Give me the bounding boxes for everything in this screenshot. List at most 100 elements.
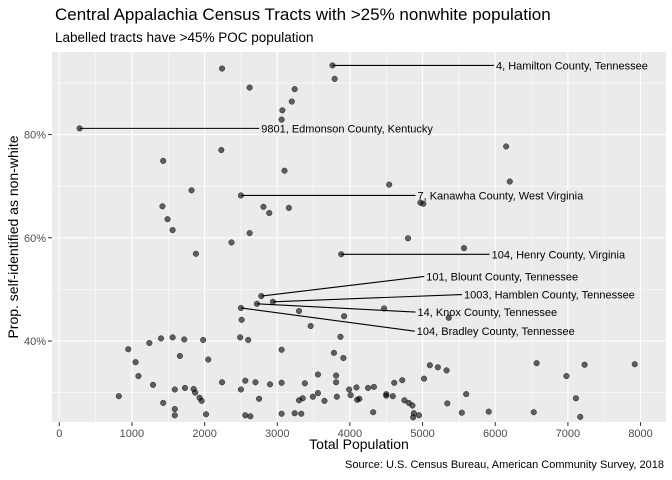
data-point bbox=[563, 373, 570, 380]
data-point bbox=[157, 335, 165, 342]
x-tick-label: 3000 bbox=[265, 428, 289, 440]
data-point bbox=[125, 346, 132, 353]
data-point bbox=[278, 379, 285, 386]
data-point bbox=[301, 380, 308, 387]
annotation-label: 7, Kanawha County, West Virginia bbox=[417, 190, 584, 202]
data-point bbox=[463, 391, 470, 398]
data-point bbox=[337, 333, 344, 340]
data-point bbox=[135, 373, 142, 380]
data-point bbox=[581, 361, 588, 368]
data-point bbox=[353, 384, 360, 391]
data-point bbox=[288, 98, 295, 105]
data-point bbox=[434, 364, 441, 371]
data-point bbox=[132, 359, 139, 366]
data-point bbox=[169, 226, 176, 234]
data-point bbox=[278, 346, 285, 353]
data-point bbox=[285, 204, 292, 211]
data-point bbox=[296, 308, 303, 315]
annotation-label: 101, Blount County, Tennessee bbox=[426, 271, 578, 283]
data-point bbox=[205, 356, 212, 363]
data-point bbox=[192, 250, 199, 257]
data-point bbox=[281, 167, 288, 174]
data-point bbox=[444, 400, 451, 407]
data-point bbox=[278, 410, 285, 417]
data-point bbox=[299, 395, 306, 402]
annotation-leader-line bbox=[240, 307, 415, 332]
data-point bbox=[218, 379, 226, 386]
data-point bbox=[246, 84, 253, 91]
data-point bbox=[365, 384, 372, 391]
data-point bbox=[171, 386, 178, 393]
data-point bbox=[420, 375, 428, 382]
data-point bbox=[159, 203, 166, 210]
data-point bbox=[420, 200, 427, 207]
data-point bbox=[370, 383, 377, 390]
y-tick-label: 60% bbox=[24, 233, 46, 245]
data-point bbox=[181, 336, 188, 343]
data-point bbox=[443, 367, 450, 374]
x-tick-label: 6000 bbox=[483, 428, 507, 440]
chart-subtitle: Labelled tracts have >45% POC population bbox=[55, 30, 314, 45]
data-point bbox=[237, 334, 244, 341]
data-point bbox=[171, 412, 178, 419]
data-point bbox=[346, 386, 353, 393]
data-point bbox=[247, 413, 254, 420]
data-point bbox=[146, 339, 153, 347]
plot-panel bbox=[52, 52, 666, 422]
data-point bbox=[533, 360, 540, 367]
x-tick-label: 1000 bbox=[120, 428, 144, 440]
annotation-leader-line bbox=[272, 293, 463, 303]
data-point bbox=[298, 410, 305, 417]
grid-major bbox=[52, 52, 666, 422]
data-point bbox=[279, 107, 286, 114]
data-point bbox=[354, 396, 361, 403]
data-point bbox=[188, 187, 195, 194]
data-point bbox=[445, 314, 452, 321]
axis-ticks: 0 1000 2000 3000 4000 5000 6000 7000 8000 40% 60% 8… bbox=[24, 130, 653, 440]
data-point bbox=[164, 216, 171, 223]
data-point bbox=[260, 203, 267, 210]
data-point bbox=[291, 86, 298, 93]
data-point bbox=[307, 322, 314, 330]
data-point bbox=[160, 157, 167, 164]
data-point bbox=[192, 389, 199, 396]
data-point bbox=[266, 381, 274, 388]
data-point bbox=[237, 386, 244, 393]
data-point bbox=[572, 395, 579, 402]
data-point bbox=[245, 336, 252, 343]
data-point bbox=[196, 394, 203, 401]
x-axis-title: Total Population bbox=[309, 436, 409, 452]
data-point bbox=[169, 334, 176, 341]
data-point bbox=[458, 409, 465, 416]
data-points bbox=[76, 62, 638, 421]
data-point bbox=[291, 410, 298, 417]
data-point bbox=[160, 399, 167, 406]
data-point bbox=[314, 390, 321, 397]
data-point bbox=[391, 379, 398, 386]
data-point bbox=[238, 316, 245, 323]
data-point bbox=[330, 349, 337, 356]
data-point bbox=[171, 406, 178, 413]
y-tick-label: 80% bbox=[24, 130, 46, 142]
data-point bbox=[506, 178, 513, 185]
x-tick-label: 2000 bbox=[192, 428, 216, 440]
annotation-label: 14, Knox County, Tennessee bbox=[417, 307, 557, 319]
annotation-label: 104, Henry County, Virginia bbox=[492, 249, 626, 261]
data-point bbox=[409, 402, 416, 409]
data-point bbox=[115, 393, 122, 400]
data-point bbox=[333, 379, 340, 386]
annotation-leader-line bbox=[256, 303, 416, 313]
data-point bbox=[631, 361, 638, 368]
data-point bbox=[314, 371, 321, 378]
data-point bbox=[252, 379, 259, 386]
annotation-leader-line bbox=[261, 275, 425, 297]
data-point bbox=[383, 392, 390, 399]
data-point bbox=[370, 409, 377, 416]
grid-minor bbox=[52, 52, 666, 422]
data-point bbox=[347, 392, 354, 399]
data-point bbox=[389, 393, 396, 400]
y-tick-label: 40% bbox=[24, 336, 46, 348]
data-point bbox=[577, 413, 584, 420]
data-point bbox=[503, 143, 510, 150]
annotation-label: 4, Hamilton County, Tennessee bbox=[496, 60, 648, 72]
